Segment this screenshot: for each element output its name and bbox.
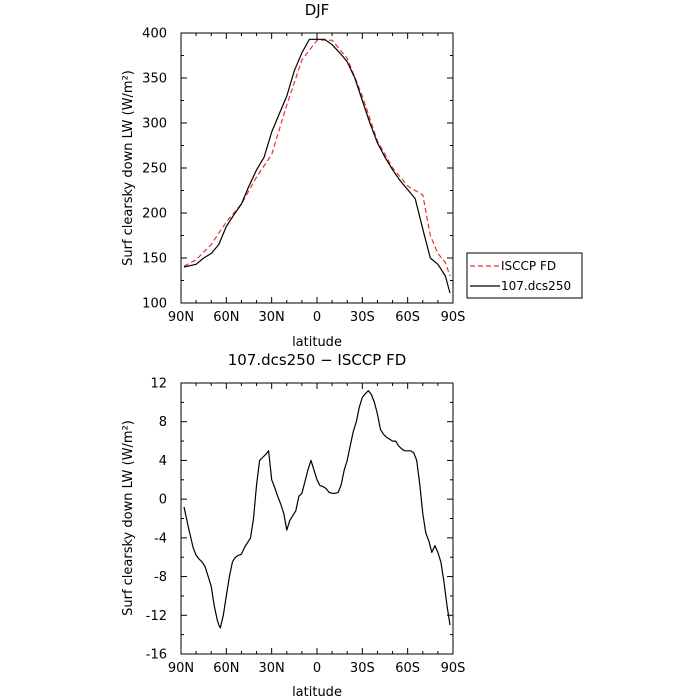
bottom-chart-x-tick-label: 60S [395, 661, 420, 676]
bottom-chart-x-tick-label: 90S [441, 661, 466, 676]
top-chart-x-tick-label: 60N [213, 310, 239, 325]
bottom-chart-x-tick-label: 0 [313, 661, 321, 676]
bottom-chart-x-axis-label: latitude [292, 685, 342, 700]
top-chart-x-tick-label: 30S [350, 310, 375, 325]
top-chart-y-ticks: 100 150 200 250 300 350 400 [142, 27, 453, 312]
top-chart-y-tick-label: 250 [142, 162, 167, 177]
top-chart-x-tick-label: 90S [441, 310, 466, 325]
top-chart-y-tick-label: 150 [142, 252, 167, 267]
bottom-chart-x-tick-label: 90N [168, 661, 194, 676]
bottom-chart-y-tick-label: -8 [154, 570, 167, 585]
bottom-chart-y-tick-label: -12 [146, 609, 167, 624]
bottom-chart-series-line-1 [183, 390, 451, 629]
bottom-chart-x-tick-label: 30N [259, 661, 285, 676]
top-chart-y-tick-label: 300 [142, 117, 167, 132]
bottom-chart-y-tick-label: -4 [154, 531, 167, 546]
bottom-chart-x-tick-label: 60N [213, 661, 239, 676]
legend-label-isccp-fd: ISCCP FD [501, 259, 556, 273]
top-chart-title: DJF [305, 1, 330, 19]
bottom-chart-y-tick-label: 0 [159, 493, 167, 508]
bottom-chart-y-axis-label: Surf clearsky down LW (W/m²) [121, 420, 136, 616]
bottom-chart-y-tick-label: 4 [159, 454, 167, 469]
top-chart-y-tick-label: 100 [142, 297, 167, 312]
bottom-chart-series [183, 390, 451, 629]
legend-label-107-dcs250: 107.dcs250 [501, 279, 571, 293]
legend-box [466, 252, 583, 299]
top-chart-x-tick-label: 30N [259, 310, 285, 325]
top-chart: DJF 90N 60N 30N 0 30S 60S 90S 100 150 200 250 300 3… [121, 1, 583, 350]
top-chart-y-axis-label: Surf clearsky down LW (W/m²) [121, 70, 136, 266]
bottom-chart-title: 107.dcs250 − ISCCP FD [228, 351, 407, 369]
bottom-chart-y-tick-label: -16 [146, 648, 167, 663]
top-chart-x-tick-label: 60S [395, 310, 420, 325]
top-chart-x-axis-label: latitude [292, 335, 342, 350]
top-chart-x-tick-label: 90N [168, 310, 194, 325]
top-chart-y-tick-label: 350 [142, 72, 167, 87]
top-chart-x-ticks: 90N 60N 30N 0 30S 60S 90S [168, 33, 466, 325]
bottom-chart-x-tick-label: 30S [350, 661, 375, 676]
top-chart-series-line-1 [183, 39, 451, 277]
bottom-chart-x-ticks: 90N 60N 30N 0 30S 60S 90S [168, 383, 466, 676]
bottom-chart-y-ticks: -16 -12 -8 -4 0 4 8 12 [146, 377, 453, 663]
top-chart-plot-frame [180, 32, 454, 304]
top-chart-series [183, 38, 451, 294]
bottom-chart-plot-frame [180, 382, 454, 655]
bottom-chart-y-tick-label: 12 [150, 377, 167, 392]
bottom-chart-y-tick-label: 8 [159, 415, 167, 430]
bottom-chart: 107.dcs250 − ISCCP FD 90N 60N 30N 0 30S 60S 90… [121, 351, 465, 700]
top-chart-series-line-2 [183, 38, 451, 294]
top-chart-x-tick-label: 0 [313, 310, 321, 325]
top-chart-y-tick-label: 200 [142, 207, 167, 222]
top-chart-legend: ISCCP FD 107.dcs250 [466, 252, 583, 299]
top-chart-y-tick-label: 400 [142, 27, 167, 42]
